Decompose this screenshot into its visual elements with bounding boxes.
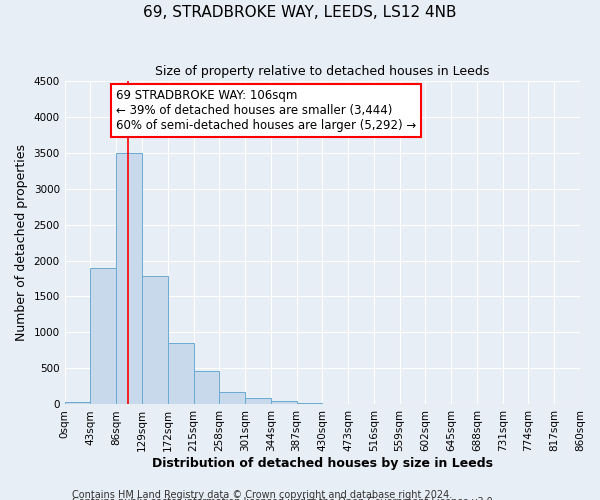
Bar bbox=[168, 344, 193, 404]
Text: 69 STRADBROKE WAY: 106sqm
← 39% of detached houses are smaller (3,444)
60% of se: 69 STRADBROKE WAY: 106sqm ← 39% of detac… bbox=[116, 89, 416, 132]
Bar bbox=[193, 372, 219, 404]
Bar bbox=[245, 398, 271, 404]
Bar bbox=[296, 403, 322, 404]
X-axis label: Distribution of detached houses by size in Leeds: Distribution of detached houses by size … bbox=[152, 457, 493, 470]
Text: Contains HM Land Registry data © Crown copyright and database right 2024.: Contains HM Land Registry data © Crown c… bbox=[72, 490, 452, 500]
Bar bbox=[142, 276, 168, 404]
Bar bbox=[219, 392, 245, 404]
Title: Size of property relative to detached houses in Leeds: Size of property relative to detached ho… bbox=[155, 65, 490, 78]
Bar bbox=[91, 268, 116, 404]
Bar bbox=[271, 401, 296, 404]
Text: 69, STRADBROKE WAY, LEEDS, LS12 4NB: 69, STRADBROKE WAY, LEEDS, LS12 4NB bbox=[143, 5, 457, 20]
Bar bbox=[116, 152, 142, 404]
Text: Contains public sector information licensed under the Open Government Licence v3: Contains public sector information licen… bbox=[72, 497, 496, 500]
Y-axis label: Number of detached properties: Number of detached properties bbox=[15, 144, 28, 341]
Bar bbox=[65, 402, 91, 404]
